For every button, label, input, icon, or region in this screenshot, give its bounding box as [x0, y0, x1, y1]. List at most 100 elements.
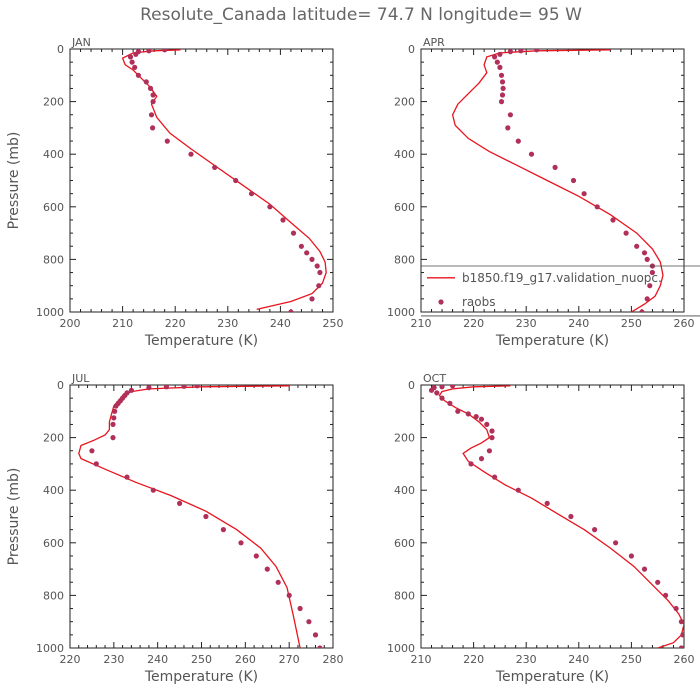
obs-point-jan-10 — [150, 92, 156, 98]
legend-obs-swatch — [438, 299, 444, 305]
model-line-apr — [451, 49, 664, 312]
obs-point-jul-18 — [150, 487, 156, 493]
obs-point-oct-25 — [655, 579, 661, 585]
x-axis-label-apr: Temperature (K) — [495, 333, 609, 349]
obs-point-jan-11 — [150, 99, 156, 105]
panels: JAN 200 210 220 230 240 250 0 200 400 600 800 1000 Te… — [6, 36, 700, 685]
obs-point-jan-28 — [309, 296, 315, 302]
obs-point-oct-14 — [486, 448, 492, 454]
obs-point-oct-27 — [673, 605, 679, 612]
obs-point-apr-12 — [505, 125, 511, 131]
y-tick-label-apr-0: 0 — [408, 43, 415, 56]
obs-points-oct — [428, 385, 684, 648]
obs-point-apr-26 — [649, 269, 656, 276]
obs-point-jan-7 — [135, 72, 141, 78]
obs-point-apr-6 — [497, 64, 503, 70]
plot-frame-jan — [69, 48, 334, 313]
obs-point-jul-13 — [110, 421, 116, 427]
x-tick-label-oct-240: 240 — [568, 653, 589, 666]
y-tick-label-apr-800: 800 — [394, 253, 415, 266]
obs-point-apr-27 — [647, 283, 653, 289]
y-tick-label-jan-1000: 1000 — [36, 306, 64, 319]
obs-point-oct-29 — [680, 632, 684, 638]
obs-point-jul-1 — [181, 385, 187, 389]
y-tick-label-jan-200: 200 — [43, 96, 64, 109]
y-tick-label-oct-1000: 1000 — [387, 642, 415, 655]
obs-point-apr-22 — [634, 243, 640, 249]
x-tick-label-apr-220: 220 — [463, 317, 484, 330]
obs-point-jan-23 — [304, 250, 310, 256]
obs-point-jul-12 — [111, 415, 117, 421]
y-tick-label-jan-600: 600 — [43, 201, 64, 214]
x-axis-label-jan: Temperature (K) — [144, 333, 258, 349]
obs-point-apr-16 — [552, 164, 558, 170]
obs-point-apr-18 — [581, 191, 587, 197]
obs-point-jan-4 — [127, 54, 134, 60]
obs-point-apr-10 — [499, 92, 506, 98]
x-tick-label-apr-260: 260 — [674, 317, 695, 330]
obs-point-jul-15 — [89, 448, 95, 454]
obs-point-jul-24 — [264, 566, 270, 572]
obs-point-jan-22 — [298, 243, 304, 249]
obs-point-apr-28 — [644, 296, 650, 302]
obs-point-apr-7 — [498, 72, 505, 78]
y-tick-label-jan-800: 800 — [43, 253, 64, 266]
obs-point-oct-1 — [439, 385, 445, 390]
obs-point-oct-12 — [489, 428, 495, 434]
obs-point-oct-18 — [515, 487, 521, 493]
obs-point-jan-19 — [267, 204, 273, 210]
obs-point-jul-27 — [297, 605, 303, 612]
obs-point-oct-6 — [447, 400, 453, 406]
x-tick-label-jul-220: 220 — [60, 653, 81, 666]
y-tick-label-jul-600: 600 — [43, 537, 64, 550]
obs-point-oct-3 — [428, 387, 435, 393]
obs-point-oct-28 — [678, 619, 684, 625]
model-line-jan — [121, 49, 327, 311]
obs-point-oct-20 — [568, 513, 574, 520]
panel-label-jan: JAN — [71, 36, 91, 49]
obs-point-jul-4 — [128, 387, 134, 393]
obs-point-oct-19 — [544, 500, 550, 506]
obs-point-oct-13 — [489, 435, 495, 441]
x-tick-label-oct-230: 230 — [516, 653, 537, 666]
obs-point-jul-3 — [146, 385, 152, 391]
obs-point-jan-16 — [212, 164, 218, 170]
x-tick-label-apr-230: 230 — [516, 317, 537, 330]
x-tick-label-jan-210: 210 — [112, 317, 133, 330]
x-axis-label-jul: Temperature (K) — [144, 669, 258, 685]
obs-point-jul-23 — [253, 553, 259, 559]
obs-point-apr-29 — [639, 309, 645, 312]
obs-point-jan-17 — [233, 177, 239, 184]
obs-point-jan-20 — [280, 217, 286, 223]
x-tick-label-apr-250: 250 — [621, 317, 642, 330]
panel-jul: JUL 220 230 240 250 260 270 280 0 200 400 600 800 100… — [6, 372, 344, 685]
obs-point-jul-29 — [312, 632, 319, 638]
obs-point-jan-9 — [147, 85, 154, 91]
obs-point-jan-13 — [150, 125, 156, 131]
obs-point-oct-0 — [450, 385, 456, 389]
model-line-oct — [438, 385, 684, 648]
obs-point-jan-5 — [129, 59, 135, 65]
x-tick-label-oct-220: 220 — [463, 653, 484, 666]
y-tick-label-apr-200: 200 — [394, 96, 415, 109]
y-tick-label-jul-1000: 1000 — [36, 642, 64, 655]
obs-point-jan-26 — [317, 269, 323, 276]
obs-point-oct-8 — [465, 411, 471, 417]
obs-point-apr-23 — [641, 250, 648, 256]
obs-point-jan-29 — [288, 309, 294, 312]
obs-point-oct-21 — [592, 527, 598, 533]
obs-point-jul-17 — [124, 474, 130, 480]
x-tick-label-oct-250: 250 — [621, 653, 642, 666]
obs-point-oct-26 — [663, 592, 669, 599]
legend-obs-label: raobs — [462, 295, 496, 309]
panel-label-oct: OCT — [423, 372, 446, 385]
obs-point-oct-9 — [473, 414, 479, 420]
obs-point-jul-30 — [317, 645, 323, 648]
obs-point-jul-20 — [203, 513, 209, 520]
obs-point-oct-30 — [678, 645, 684, 648]
x-tick-label-jan-240: 240 — [270, 317, 291, 330]
obs-point-apr-13 — [507, 112, 513, 118]
obs-point-jul-14 — [110, 435, 116, 441]
x-tick-label-apr-210: 210 — [411, 317, 432, 330]
y-tick-label-apr-600: 600 — [394, 201, 415, 214]
